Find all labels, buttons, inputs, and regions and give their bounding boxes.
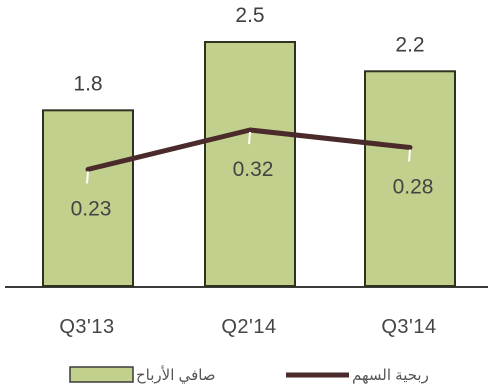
- legend: صافي الأرباح ربحية السهم: [69, 365, 429, 385]
- labels-layer: 1.8 2.5 2.2 0.23 0.32 0.28: [71, 4, 434, 220]
- eps-line: [85, 127, 413, 172]
- bar-value-label-0: 1.8: [73, 72, 102, 95]
- line-layer: [85, 127, 413, 184]
- line-point-connector-0: [86, 171, 89, 184]
- bar-value-label-2: 2.2: [395, 33, 424, 56]
- legend-label-eps: ربحية السهم: [352, 367, 429, 384]
- line-value-label-1: 0.32: [233, 158, 274, 181]
- line-value-label-2: 0.28: [393, 176, 434, 199]
- x-tick-labels: Q3'13 Q2'14 Q3'14: [59, 316, 436, 338]
- line-value-label-0: 0.23: [71, 197, 112, 220]
- bar-1: [204, 41, 296, 287]
- bars-layer: [42, 41, 456, 287]
- bar-value-label-1: 2.5: [235, 4, 264, 27]
- line-point-connector-2: [408, 149, 411, 162]
- x-tick-label-2: Q3'14: [381, 316, 436, 338]
- bar-0: [42, 109, 134, 287]
- legend-label-net-profit: صافي الأرباح: [136, 365, 216, 385]
- x-tick-label-1: Q2'14: [221, 316, 276, 338]
- legend-swatch-net-profit: [69, 366, 134, 383]
- x-tick-label-0: Q3'13: [59, 316, 114, 338]
- bar-2: [364, 70, 456, 287]
- line-point-connector-1: [248, 131, 251, 145]
